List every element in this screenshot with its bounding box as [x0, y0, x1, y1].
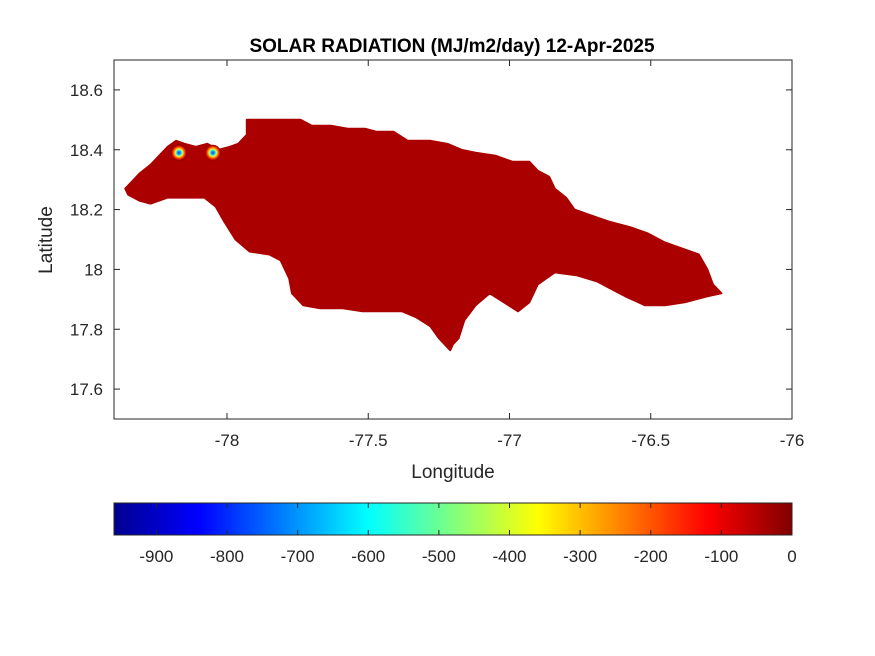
- colorbar-tick-label: -500: [422, 547, 456, 566]
- anomaly-spot-2: [204, 144, 221, 161]
- y-tick-label: 18.6: [70, 81, 103, 100]
- colorbar-tick-label: -200: [634, 547, 668, 566]
- colorbar-tick-label: 0: [787, 547, 796, 566]
- colorbar-tick-label: -300: [563, 547, 597, 566]
- colorbar-tick-label: -600: [351, 547, 385, 566]
- colorbar-ticks: -900 -800 -700 -600 -500 -400 -300 -200 -100 0: [139, 503, 797, 566]
- colorbar-tick-label: -900: [139, 547, 173, 566]
- y-tick-label: 18.4: [70, 141, 103, 160]
- map-layer: [124, 118, 723, 352]
- land-region: [124, 118, 723, 352]
- chart-title: SOLAR RADIATION (MJ/m2/day) 12-Apr-2025: [249, 36, 654, 57]
- x-tick-label: -77.5: [349, 431, 388, 450]
- x-tick-label: -76.5: [631, 431, 670, 450]
- x-tick-label: -78: [215, 431, 240, 450]
- y-tick-label: 18: [84, 260, 103, 279]
- plot-frame: [113, 59, 793, 420]
- y-tick-label: 18.2: [70, 201, 103, 220]
- colorbar-tick-label: -400: [492, 547, 526, 566]
- x-tick-label: -77: [497, 431, 522, 450]
- x-tick-label: -76: [780, 431, 805, 450]
- y-tick-label: 17.8: [70, 320, 103, 339]
- x-axis-label: Longitude: [411, 462, 494, 483]
- y-tick-label: 17.6: [70, 380, 103, 399]
- colorbar-tick-label: -800: [210, 547, 244, 566]
- anomaly-spot-1: [170, 144, 187, 161]
- x-axis-ticks: -78 -77.5 -77 -76.5 -76: [215, 60, 805, 450]
- colorbar: [113, 502, 793, 536]
- y-axis-ticks: 17.6 17.8 18 18.2 18.4 18.6: [70, 81, 792, 399]
- colorbar-tick-label: -100: [704, 547, 738, 566]
- colorbar-tick-label: -700: [281, 547, 315, 566]
- y-axis-label: Latitude: [36, 206, 57, 274]
